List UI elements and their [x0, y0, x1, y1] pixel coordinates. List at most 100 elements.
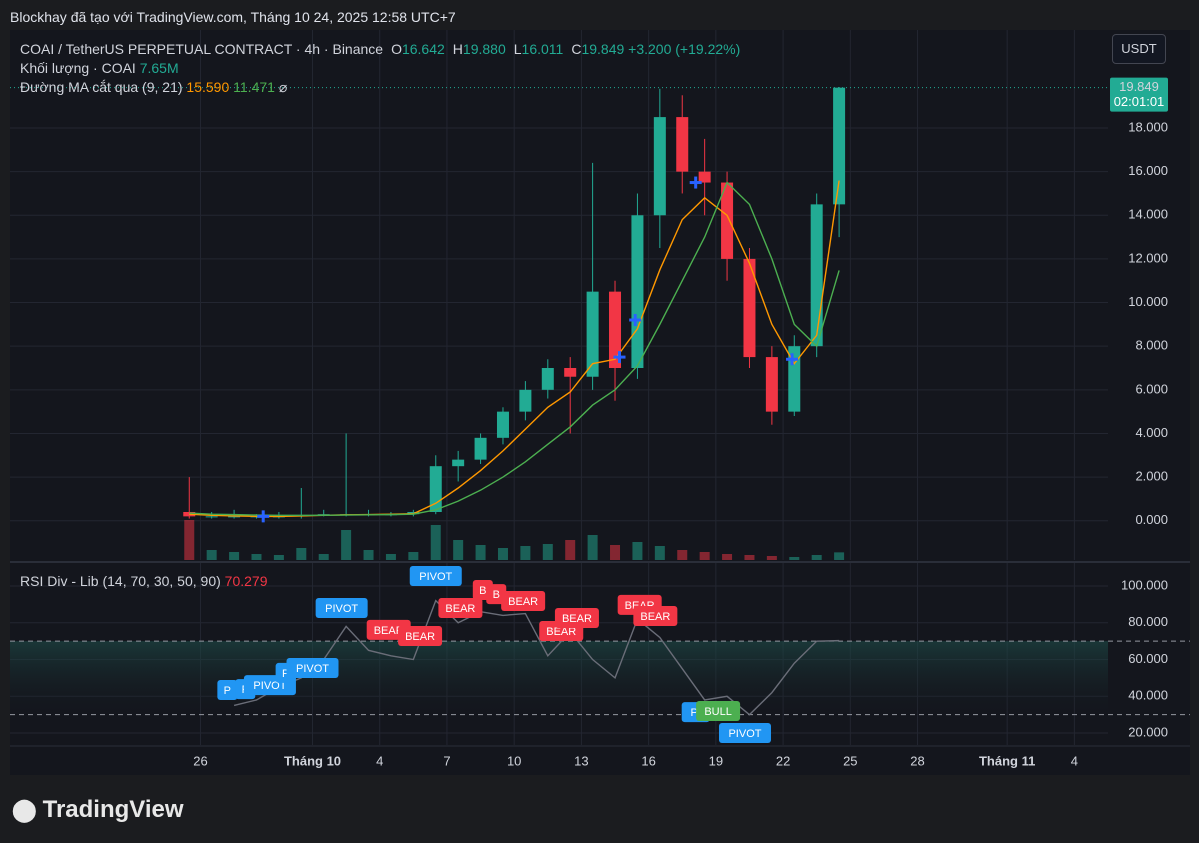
y-tick-label: 60.000	[1128, 651, 1168, 666]
x-tick-label: 22	[776, 753, 790, 768]
signal-text: PIVOT	[296, 663, 329, 675]
brand-name: TradingView	[42, 796, 184, 823]
signal-text: BEAR	[445, 603, 475, 615]
candle-body	[496, 411, 509, 438]
x-tick-label: 26	[193, 753, 207, 768]
volume-bar	[184, 520, 195, 560]
signal-box	[501, 591, 546, 612]
y-tick-label: 40.000	[1128, 688, 1168, 703]
volume-bar	[722, 554, 733, 560]
signal-label: PIVOT	[286, 657, 339, 678]
ma-cross	[629, 314, 642, 326]
volume-bar	[632, 542, 643, 560]
signal-text: BEAR	[405, 631, 435, 643]
candle-body	[205, 516, 218, 518]
ma-cross	[257, 510, 270, 523]
y-tick-label: 80.000	[1128, 614, 1168, 629]
ohlc-key: L	[513, 41, 522, 57]
candle-body	[698, 171, 711, 183]
symbol: COAI / TetherUS PERPETUAL CONTRACT · 4h …	[20, 41, 384, 57]
signal-label: BEAR	[633, 605, 678, 626]
candle-body	[676, 117, 689, 172]
signal-label: BEAR	[438, 598, 483, 619]
signal-box	[315, 598, 368, 619]
signal-text: P	[224, 685, 231, 697]
volume-bar	[497, 548, 508, 560]
ma-cross	[786, 353, 799, 366]
signal-box	[554, 607, 599, 628]
x-tick-label: 19	[709, 753, 723, 768]
signal-box	[696, 700, 741, 721]
ohlc-key: C	[571, 41, 582, 57]
candle-body	[452, 459, 465, 467]
rsi-value: 70.279	[224, 573, 268, 589]
volume-bar	[766, 556, 777, 560]
ma-label: Đường MA cắt qua (9, 21)	[20, 79, 183, 95]
signal-box	[718, 723, 771, 744]
symbol-row: COAI / TetherUS PERPETUAL CONTRACT · 4h …	[20, 40, 740, 59]
volume-bar	[453, 540, 464, 560]
candle-body	[586, 291, 599, 377]
y-tick-label: 0.000	[1135, 512, 1168, 527]
volume-bar	[273, 555, 284, 560]
candle-body	[564, 368, 577, 377]
last-price-tag	[1110, 77, 1168, 112]
volume-bar	[318, 554, 329, 560]
y-tick-label: 2.000	[1135, 469, 1168, 484]
volume-bar	[385, 554, 396, 560]
last-price-label: 19.849	[1119, 79, 1159, 94]
volume-bar	[206, 550, 217, 560]
volume-bar	[699, 552, 710, 560]
candle-body	[631, 215, 644, 368]
legend: COAI / TetherUS PERPETUAL CONTRACT · 4h …	[20, 40, 740, 97]
signal-text: BEAR	[562, 613, 592, 625]
candle-body	[810, 204, 823, 347]
volume-bar	[542, 544, 553, 560]
volume-row: Khối lượng · COAI 7.65M	[20, 59, 740, 78]
x-tick-label: Tháng 10	[284, 753, 341, 768]
countdown-label: 02:01:01	[1114, 94, 1165, 109]
signal-box	[438, 598, 483, 619]
candle-body	[519, 389, 532, 412]
signal-label: PIVOT	[718, 723, 771, 744]
candle-body	[609, 291, 622, 368]
signal-text: PIVOT	[325, 603, 358, 615]
volume-bar	[789, 557, 800, 560]
ma-cross	[613, 351, 626, 364]
x-tick-label: Tháng 11	[979, 753, 1035, 768]
ohlc-value: 16.642	[401, 41, 445, 57]
signal-label: PIVOT	[409, 566, 462, 587]
volume-bar	[654, 546, 665, 560]
x-tick-label: 4	[1071, 753, 1078, 768]
signal-text: BEAR	[508, 596, 538, 608]
ohlc-key: H	[452, 41, 463, 57]
ohlc-value: 16.011	[521, 41, 564, 57]
currency-button[interactable]: USDT	[1112, 34, 1166, 64]
signal-label: BEAR	[554, 607, 599, 628]
signal-text: PI	[690, 707, 700, 719]
signal-text: P	[282, 668, 289, 680]
x-tick-label: 10	[507, 753, 521, 768]
volume-bar	[341, 530, 352, 560]
ma-slow-value: 11.471	[233, 79, 275, 95]
volume-value: 7.65M	[139, 60, 179, 76]
y-tick-label: 16.000	[1128, 163, 1168, 178]
brand-logo: ⬤ TradingView	[12, 796, 184, 824]
y-tick-label: 10.000	[1128, 294, 1168, 309]
signal-label: BEAR	[501, 591, 546, 612]
volume-bar	[229, 552, 240, 560]
volume-bar	[520, 546, 531, 560]
price-axis-background	[1108, 30, 1190, 775]
y-tick-label: 18.000	[1128, 119, 1168, 134]
volume-bar	[677, 550, 688, 560]
x-tick-label: 13	[574, 753, 588, 768]
volume-bar	[610, 545, 621, 560]
volume-bar	[251, 554, 262, 560]
x-tick-label: 16	[641, 753, 655, 768]
x-tick-label: 25	[843, 753, 857, 768]
candle-body	[743, 258, 756, 358]
signal-box	[633, 605, 678, 626]
rsi-band	[10, 641, 1108, 715]
y-tick-label: 20.000	[1128, 724, 1168, 739]
series-line	[189, 180, 840, 518]
